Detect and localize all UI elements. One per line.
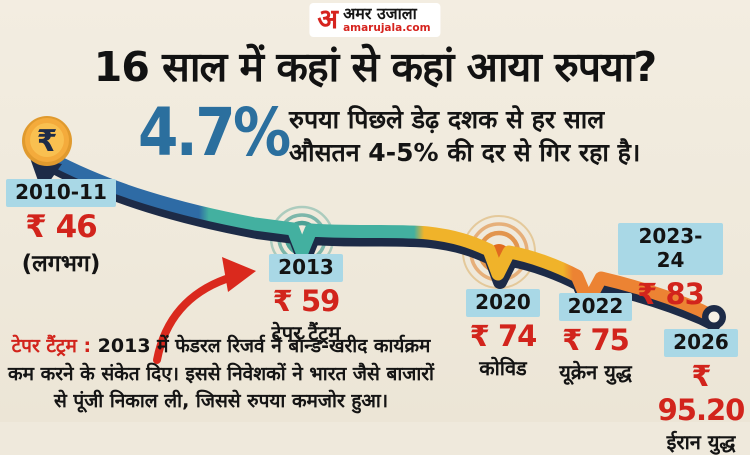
decline-rate-line1: रुपया पिछले डेढ़ दशक से हर साल	[289, 105, 605, 134]
milestone-2022: 2022 ₹ 75 यूक्रेन युद्ध	[543, 293, 648, 385]
decline-rate-line2: औसतन 4-5% की दर से गिर रहा है।	[289, 138, 641, 168]
milestone-2020: 2020 ₹ 74 कोविड	[453, 289, 553, 381]
milestone-note: यूक्रेन युद्ध	[559, 360, 632, 384]
year-badge: 2026	[664, 329, 738, 357]
year-badge: 2020	[466, 289, 540, 317]
year-badge: 2013	[269, 254, 343, 282]
decline-rate-value: 4.7%	[138, 94, 291, 171]
page-title: 16 साल में कहां से कहां आया रुपया?	[93, 43, 657, 91]
curve-shadow-band	[45, 159, 721, 331]
milestone-2026: 2026 ₹ 95.20 ईरान युद्ध	[652, 329, 750, 455]
milestone-note: ईरान युद्ध	[666, 430, 736, 454]
taper-tantrum-footnote: टेपर टैंट्रम : 2013 में फेडरल रिजर्व ने …	[0, 333, 442, 416]
milestone-note: कोविड	[479, 356, 527, 380]
milestone-2013: 2013 ₹ 59 टेपर टैंट्रम	[250, 254, 362, 346]
rupee-value: ₹ 95.20	[657, 359, 746, 427]
milestone-2023-24: 2023-24 ₹ 83	[618, 223, 723, 311]
rupee-decline-curve-graphic: ₹	[22, 116, 726, 364]
year-badge: 2022	[558, 293, 633, 321]
decline-rate-description: रुपया पिछले डेढ़ दशक से हर साल औसतन 4-5%…	[289, 103, 640, 170]
footnote-line2: कम करने के संकेत दिए। इससे निवेशकों ने भ…	[8, 362, 434, 385]
year-badge: 2010-11	[6, 179, 116, 207]
rupee-value: ₹ 74	[469, 319, 538, 353]
curve-color-band	[43, 151, 719, 323]
milestone-note: टेपर टैंट्रम	[271, 321, 341, 345]
milestone-2010-11: 2010-11 ₹ 46 (लगभग)	[2, 179, 120, 278]
red-arrow-icon	[153, 257, 256, 364]
brand-site: amarujala.com	[343, 22, 431, 34]
rupee-coin-icon: ₹	[22, 116, 72, 192]
footnote-lead: टेपर टैंट्रम :	[11, 335, 92, 357]
curve-end-opening	[702, 305, 726, 329]
brand-logo: अ अमर उजाला amarujala.com	[309, 3, 441, 37]
svg-text:₹: ₹	[37, 124, 58, 159]
footnote-line3: से पूंजी निकाल ली, जिससे रुपया कमजोर हुआ…	[53, 390, 389, 413]
rupee-value: ₹ 59	[272, 284, 341, 318]
brand-initial-icon: अ	[317, 4, 339, 36]
footnote-line1: टेपर टैंट्रम : 2013 में फेडरल रिजर्व ने …	[11, 335, 431, 357]
rupee-value: ₹ 83	[637, 277, 705, 311]
milestone-note: (लगभग)	[21, 251, 101, 277]
brand-name: अमर उजाला	[343, 4, 417, 23]
year-badge: 2023-24	[618, 223, 723, 275]
rupee-value: ₹ 75	[562, 323, 630, 357]
rupee-value: ₹ 46	[25, 209, 98, 245]
